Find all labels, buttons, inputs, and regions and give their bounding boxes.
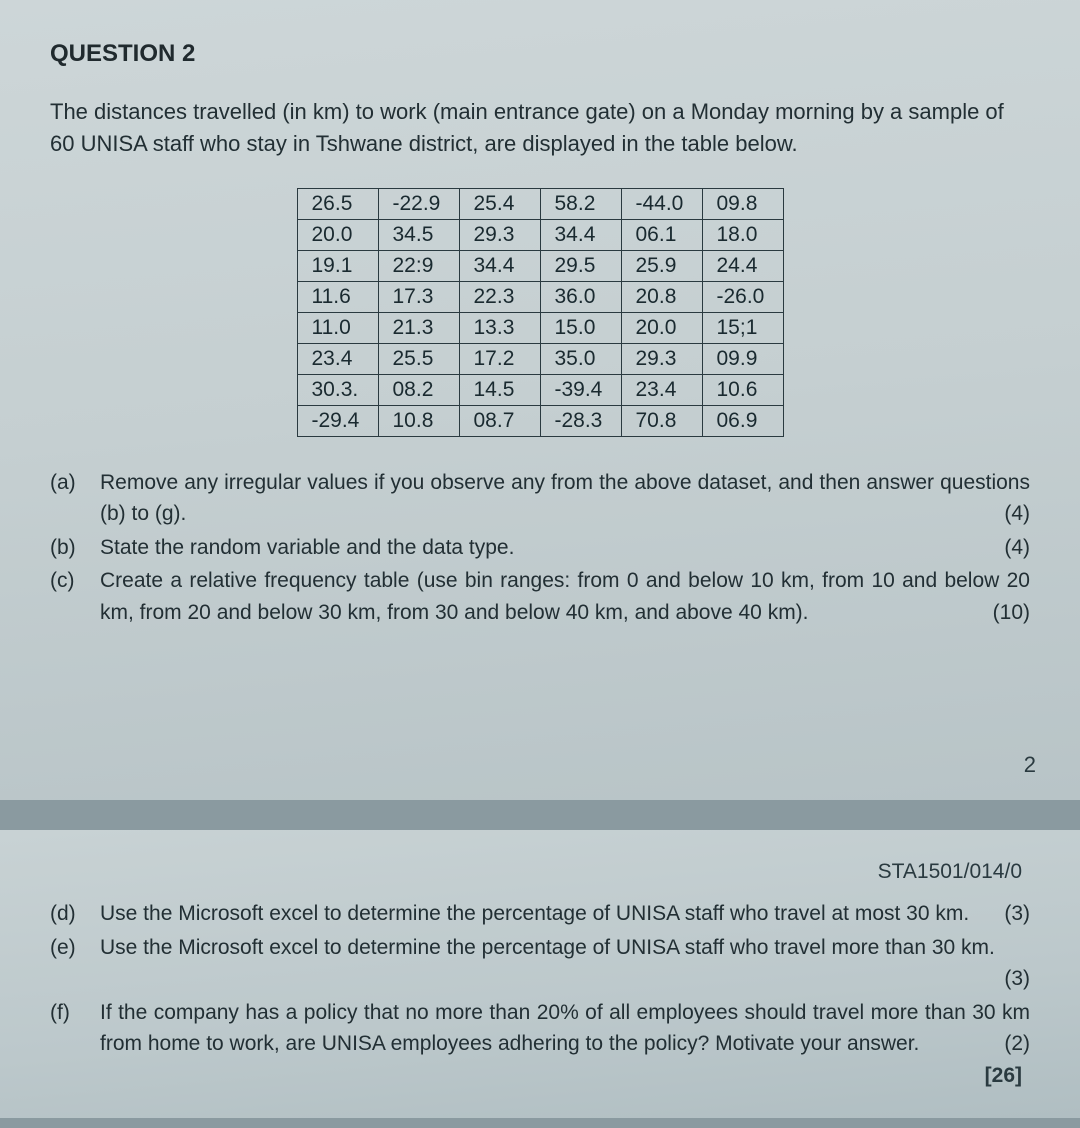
question-list-1: (a)Remove any irregular values if you ob… bbox=[50, 467, 1030, 629]
table-row: -29.410.808.7-28.370.806.9 bbox=[297, 405, 783, 436]
table-cell: 21.3 bbox=[378, 312, 459, 343]
table-cell: 15;1 bbox=[702, 312, 783, 343]
table-cell: 29.3 bbox=[459, 219, 540, 250]
question-label: (d) bbox=[50, 898, 100, 930]
question-list-2: (d)Use the Microsoft excel to determine … bbox=[50, 898, 1030, 1060]
table-cell: -28.3 bbox=[540, 405, 621, 436]
table-cell: 29.5 bbox=[540, 250, 621, 281]
table-cell: -29.4 bbox=[297, 405, 378, 436]
data-table-body: 26.5-22.925.458.2-44.009.820.034.529.334… bbox=[297, 188, 783, 436]
question-label: (e) bbox=[50, 932, 100, 964]
question-row: (b)State the random variable and the dat… bbox=[50, 532, 1030, 564]
table-cell: 20.8 bbox=[621, 281, 702, 312]
exam-page-2: STA1501/014/0 (d)Use the Microsoft excel… bbox=[0, 830, 1080, 1118]
table-cell: 11.6 bbox=[297, 281, 378, 312]
table-cell: 22.3 bbox=[459, 281, 540, 312]
course-code: STA1501/014/0 bbox=[50, 860, 1030, 884]
table-cell: 26.5 bbox=[297, 188, 378, 219]
table-cell: 08.2 bbox=[378, 374, 459, 405]
table-cell: 25.9 bbox=[621, 250, 702, 281]
table-row: 11.617.322.336.020.8-26.0 bbox=[297, 281, 783, 312]
question-marks: (3) bbox=[1004, 963, 1030, 995]
table-cell: 70.8 bbox=[621, 405, 702, 436]
table-row: 30.3.08.214.5-39.423.410.6 bbox=[297, 374, 783, 405]
question-label: (f) bbox=[50, 997, 100, 1029]
table-cell: 09.8 bbox=[702, 188, 783, 219]
table-cell: 08.7 bbox=[459, 405, 540, 436]
table-cell: 10.8 bbox=[378, 405, 459, 436]
table-cell: 34.4 bbox=[459, 250, 540, 281]
question-intro: The distances travelled (in km) to work … bbox=[50, 96, 1030, 160]
question-marks: (2) bbox=[1004, 1028, 1030, 1060]
table-cell: 10.6 bbox=[702, 374, 783, 405]
table-cell: 36.0 bbox=[540, 281, 621, 312]
table-cell: 06.1 bbox=[621, 219, 702, 250]
table-cell: 34.4 bbox=[540, 219, 621, 250]
table-cell: 58.2 bbox=[540, 188, 621, 219]
table-cell: 17.2 bbox=[459, 343, 540, 374]
table-cell: 20.0 bbox=[297, 219, 378, 250]
page-number: 2 bbox=[1024, 752, 1036, 778]
table-cell: 29.3 bbox=[621, 343, 702, 374]
question-label: (b) bbox=[50, 532, 100, 564]
data-table: 26.5-22.925.458.2-44.009.820.034.529.334… bbox=[297, 188, 784, 437]
question-row: (f)If the company has a policy that no m… bbox=[50, 997, 1030, 1060]
table-cell: 34.5 bbox=[378, 219, 459, 250]
table-row: 20.034.529.334.406.118.0 bbox=[297, 219, 783, 250]
table-cell: -22.9 bbox=[378, 188, 459, 219]
table-cell: 25.5 bbox=[378, 343, 459, 374]
table-row: 23.425.517.235.029.309.9 bbox=[297, 343, 783, 374]
table-cell: 20.0 bbox=[621, 312, 702, 343]
table-cell: 11.0 bbox=[297, 312, 378, 343]
table-row: 11.021.313.315.020.015;1 bbox=[297, 312, 783, 343]
table-cell: -26.0 bbox=[702, 281, 783, 312]
question-text: Remove any irregular values if you obser… bbox=[100, 467, 1030, 530]
table-row: 26.5-22.925.458.2-44.009.8 bbox=[297, 188, 783, 219]
table-cell: 18.0 bbox=[702, 219, 783, 250]
question-marks: (10) bbox=[993, 597, 1030, 629]
table-cell: 30.3. bbox=[297, 374, 378, 405]
question-text: Create a relative frequency table (use b… bbox=[100, 565, 1030, 628]
table-cell: -44.0 bbox=[621, 188, 702, 219]
table-cell: 17.3 bbox=[378, 281, 459, 312]
table-cell: 22:9 bbox=[378, 250, 459, 281]
table-row: 19.122:934.429.525.924.4 bbox=[297, 250, 783, 281]
question-label: (c) bbox=[50, 565, 100, 597]
question-marks: (3) bbox=[1004, 898, 1030, 930]
question-text: Use the Microsoft excel to determine the… bbox=[100, 932, 1030, 995]
question-row: (a)Remove any irregular values if you ob… bbox=[50, 467, 1030, 530]
table-cell: -39.4 bbox=[540, 374, 621, 405]
question-marks: (4) bbox=[1004, 532, 1030, 564]
table-cell: 09.9 bbox=[702, 343, 783, 374]
table-cell: 35.0 bbox=[540, 343, 621, 374]
total-marks: [26] bbox=[50, 1064, 1030, 1088]
table-cell: 23.4 bbox=[297, 343, 378, 374]
table-cell: 23.4 bbox=[621, 374, 702, 405]
question-row: (e)Use the Microsoft excel to determine … bbox=[50, 932, 1030, 995]
question-label: (a) bbox=[50, 467, 100, 499]
question-text: State the random variable and the data t… bbox=[100, 532, 1030, 564]
question-row: (c)Create a relative frequency table (us… bbox=[50, 565, 1030, 628]
table-cell: 14.5 bbox=[459, 374, 540, 405]
question-row: (d)Use the Microsoft excel to determine … bbox=[50, 898, 1030, 930]
question-text: Use the Microsoft excel to determine the… bbox=[100, 898, 1030, 930]
table-cell: 15.0 bbox=[540, 312, 621, 343]
table-cell: 25.4 bbox=[459, 188, 540, 219]
question-title: QUESTION 2 bbox=[50, 40, 1030, 68]
table-cell: 24.4 bbox=[702, 250, 783, 281]
table-cell: 19.1 bbox=[297, 250, 378, 281]
exam-page-1: QUESTION 2 The distances travelled (in k… bbox=[0, 0, 1080, 800]
table-cell: 06.9 bbox=[702, 405, 783, 436]
question-marks: (4) bbox=[1004, 498, 1030, 530]
table-cell: 13.3 bbox=[459, 312, 540, 343]
question-text: If the company has a policy that no more… bbox=[100, 997, 1030, 1060]
